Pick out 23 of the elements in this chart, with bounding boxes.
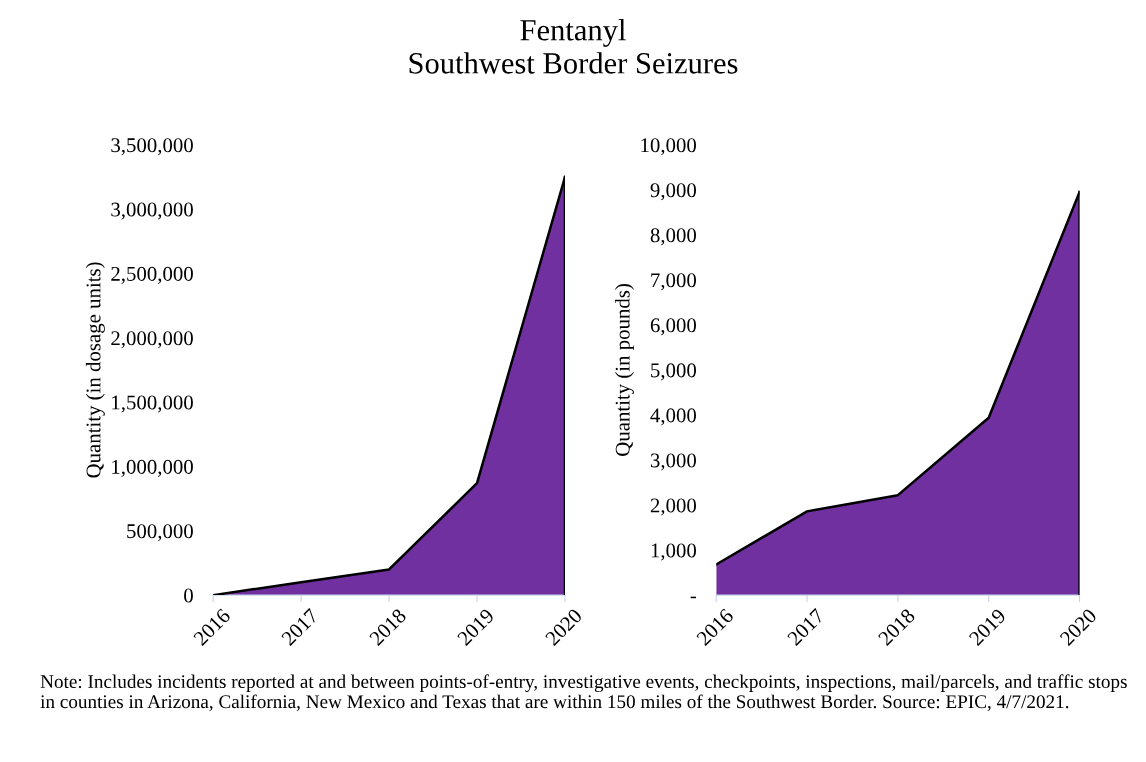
y-tick-label: 4,000 [650,408,697,426]
y-axis-title: Quantity (in pounds) [615,284,634,456]
y-axis-title: Quantity (in dosage units) [85,262,105,478]
y-tick-label: 2,500,000 [111,266,193,284]
y-tick-label: 1,000 [651,543,697,561]
chart-title: Fentanyl Southwest Border Seizures [409,19,738,74]
y-tick-label: 7,000 [651,273,697,291]
text: Note: Includes incidents reported at and between points-of-entry, investigative events, checkpoints, inspections, mail/parcels, and traffic stops in counties in Arizona, California, New Mexico and Texas that are within 150 miles of the Southwest Border. Source: EPIC, 4/7/2021. [40,674,1127,711]
y-tick-label: 0 [184,588,193,603]
y-tick-label: 10,000 [641,138,697,156]
y-tick-label: 3,500,000 [111,138,193,156]
y-tick-label: 3,000,000 [111,202,193,220]
y-tick-label: - [690,596,697,599]
y-tick-label: 2,000,000 [111,331,193,349]
y-tick-label: 5,000 [651,363,697,381]
y-tick-label: 500,000 [127,524,193,542]
y-tick-label: 3,000 [650,453,697,471]
y-tick-label: 8,000 [650,228,697,246]
y-tick-label: 9,000 [650,183,697,201]
y-tick-label: 6,000 [650,318,697,336]
y-tick-label: 2,000 [650,498,697,516]
y-tick-label: 1,500,000 [112,395,193,413]
y-tick-label: 1,000,000 [112,459,193,477]
